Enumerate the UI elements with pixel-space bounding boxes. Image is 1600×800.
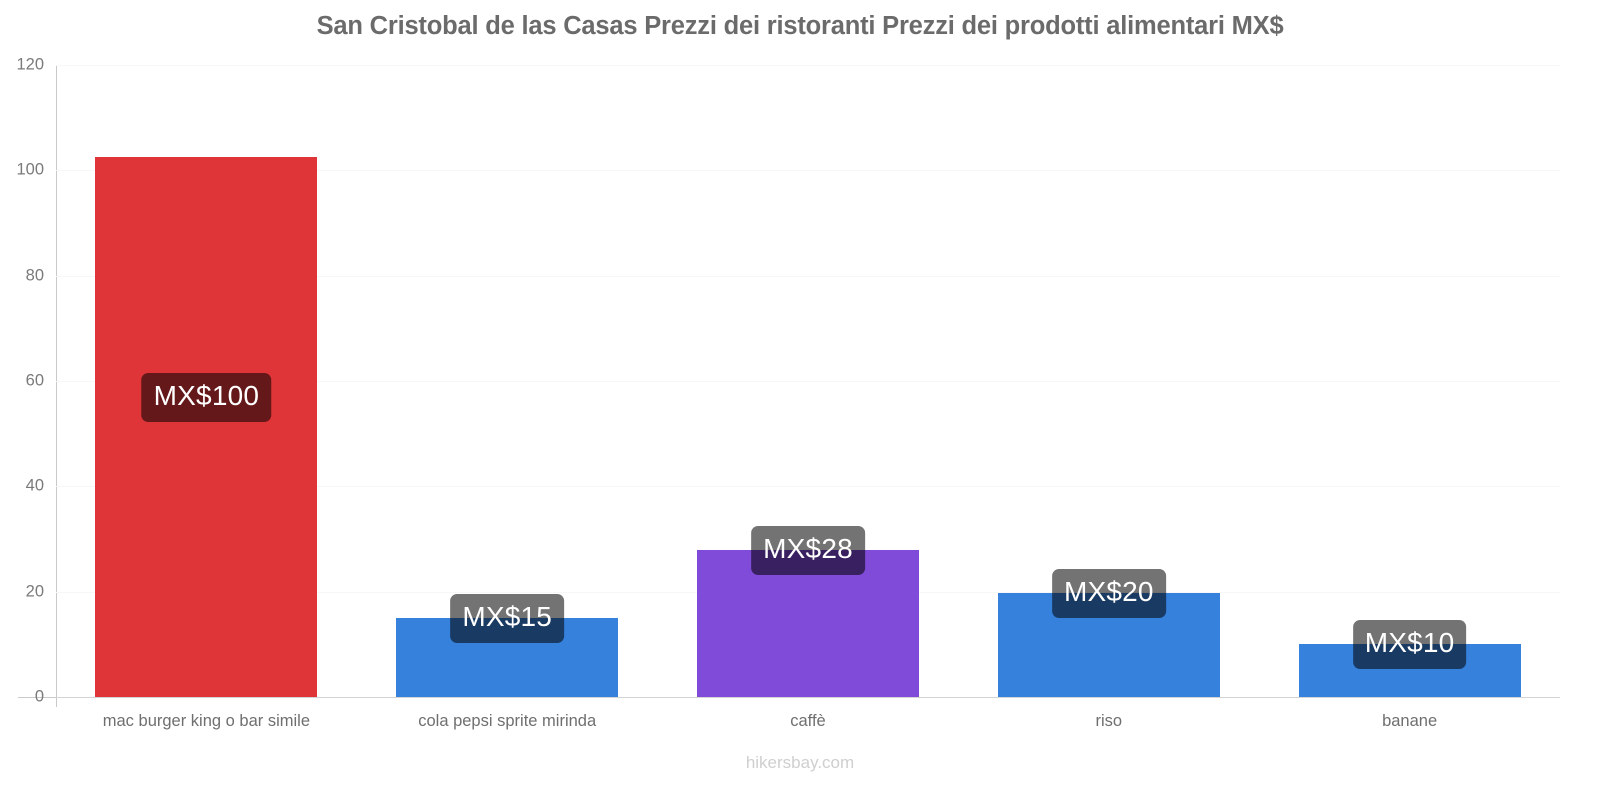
bar-value-label: MX$15 [450, 594, 565, 643]
bar-value-label: MX$10 [1352, 620, 1467, 670]
y-tick-label: 20 [25, 582, 44, 601]
gridline [56, 486, 1560, 488]
y-tick-label: 100 [16, 160, 44, 179]
gridline [56, 65, 1560, 66]
x-tick-label: banane [1382, 712, 1438, 730]
watermark-hikersbay: hikersbay.com [745, 753, 855, 772]
plot-area [56, 65, 1560, 698]
bar[interactable] [95, 157, 318, 697]
y-tick-label: 40 [25, 476, 44, 495]
bar-value-label: MX$28 [751, 525, 865, 575]
chart-title: San Cristobal de las Casas Prezzi dei ri… [316, 12, 1284, 40]
y-tick-label: 120 [16, 55, 44, 74]
bar-value-label: MX$20 [1051, 569, 1166, 619]
x-tick-label: caffè [790, 712, 826, 730]
y-tick-label: 0 [34, 687, 44, 706]
y-axis-line [56, 65, 57, 707]
gridline [56, 381, 1560, 382]
x-tick-label: riso [1095, 712, 1123, 730]
x-tick-label: cola pepsi sprite mirinda [418, 712, 597, 730]
x-tick-label: mac burger king o bar simile [102, 712, 311, 730]
y-tick-label: 80 [25, 266, 44, 285]
gridline [56, 170, 1560, 172]
gridline [56, 275, 1560, 277]
bar-value-label: MX$100 [141, 373, 272, 423]
y-tick-label: 60 [25, 371, 44, 390]
gridline [56, 697, 1560, 698]
